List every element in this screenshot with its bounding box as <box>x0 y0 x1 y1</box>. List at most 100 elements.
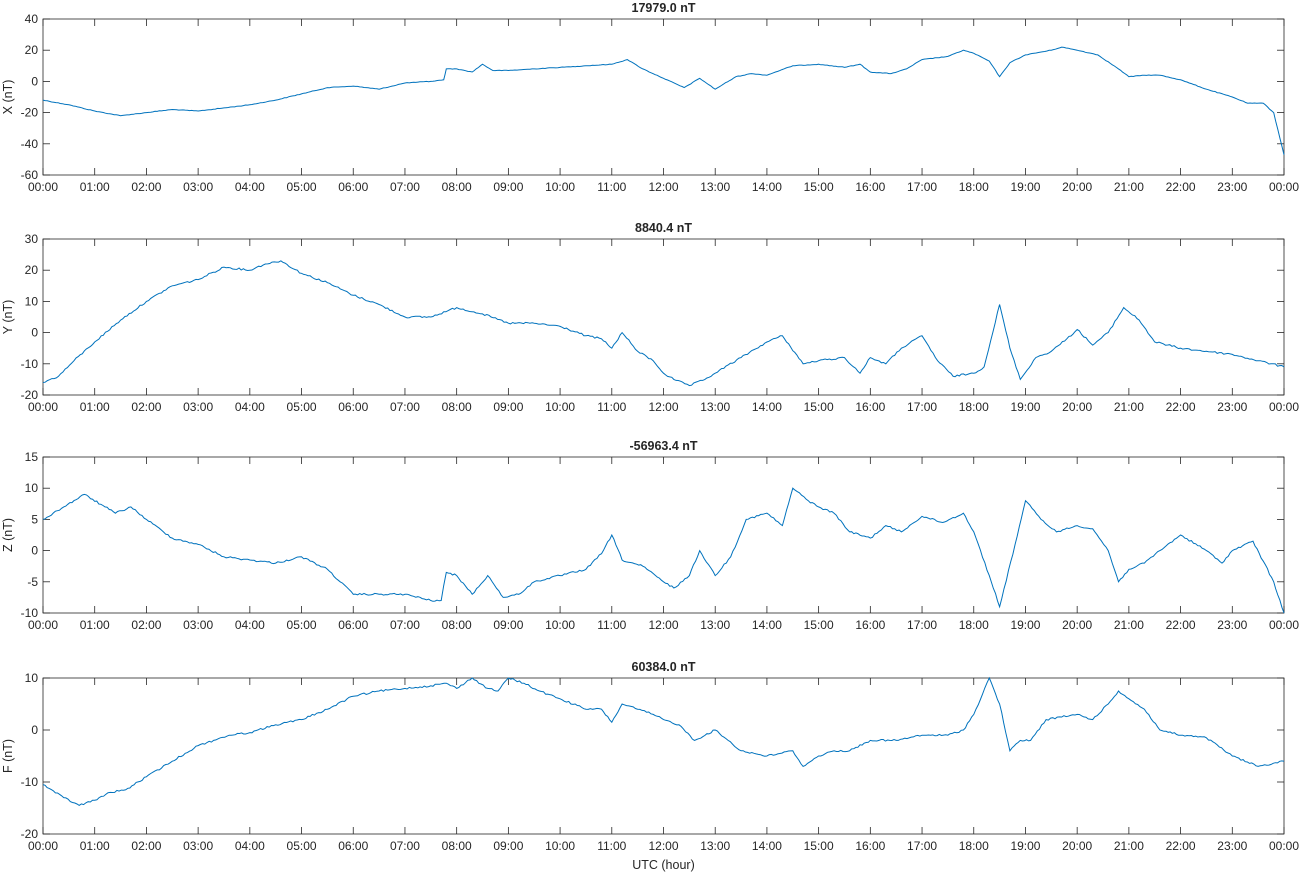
x-tick-label: 19:00 <box>1010 400 1040 414</box>
x-tick-label: 17:00 <box>907 400 937 414</box>
x-tick-label: 08:00 <box>442 618 472 632</box>
x-tick-label: 12:00 <box>648 618 678 632</box>
x-tick-label: 10:00 <box>545 618 575 632</box>
x-tick-label: 07:00 <box>390 400 420 414</box>
x-tick-label: 18:00 <box>959 618 989 632</box>
x-tick-label: 01:00 <box>80 618 110 632</box>
x-tick-label: 01:00 <box>80 400 110 414</box>
x-tick-label: 12:00 <box>648 839 678 853</box>
series-line <box>42 487 1285 614</box>
x-tick-label: 22:00 <box>1166 839 1196 853</box>
y-tick-label: 40 <box>25 12 39 26</box>
y-axis-label: Z (nT) <box>1 518 15 552</box>
x-tick-label: 03:00 <box>183 839 213 853</box>
y-tick-label: -5 <box>27 575 38 589</box>
x-tick-label: 13:00 <box>700 180 730 194</box>
x-tick-label: 11:00 <box>597 618 626 632</box>
y-tick-label: -20 <box>21 827 39 841</box>
y-tick-label: 0 <box>31 723 38 737</box>
x-tick-label: 22:00 <box>1166 400 1196 414</box>
axes-box <box>42 18 1285 176</box>
x-tick-label: 04:00 <box>235 400 265 414</box>
x-tick-label: 21:00 <box>1114 180 1144 194</box>
x-tick-label: 23:00 <box>1217 839 1247 853</box>
y-tick-label: 0 <box>31 74 38 88</box>
x-tick-label: 15:00 <box>804 180 834 194</box>
series-line <box>42 676 1285 806</box>
y-tick-label: -10 <box>21 775 39 789</box>
x-tick-label: 18:00 <box>959 180 989 194</box>
y-tick-label: -40 <box>21 137 39 151</box>
x-tick-label: 06:00 <box>338 400 368 414</box>
x-tick-label: 13:00 <box>700 839 730 853</box>
x-tick-label: 08:00 <box>442 839 472 853</box>
x-tick-label: 12:00 <box>648 400 678 414</box>
panel-2: 00:00 01:00 02:00 03:00 04:00 05:00 06:00 07:00… <box>1 221 1299 414</box>
x-tick-label: 03:00 <box>183 400 213 414</box>
x-tick-label: 08:00 <box>442 180 472 194</box>
x-tick-label: 05:00 <box>287 180 317 194</box>
x-tick-label: 16:00 <box>855 839 885 853</box>
x-tick-label: 23:00 <box>1217 618 1247 632</box>
y-tick-label: -20 <box>21 106 39 120</box>
y-tick-label: 0 <box>31 326 38 340</box>
x-tick-label: 23:00 <box>1217 180 1247 194</box>
y-tick-label: 10 <box>25 671 39 685</box>
x-tick-label: 21:00 <box>1114 400 1144 414</box>
x-tick-label: 00:00 <box>28 180 58 194</box>
y-tick-label: 5 <box>31 512 38 526</box>
x-tick-label: 19:00 <box>1010 839 1040 853</box>
x-tick-label: 20:00 <box>1062 839 1092 853</box>
x-tick-label: 06:00 <box>338 180 368 194</box>
x-tick-label: 19:00 <box>1010 180 1040 194</box>
x-tick-label: 10:00 <box>545 839 575 853</box>
x-tick-label: 15:00 <box>804 839 834 853</box>
axes-box <box>42 677 1285 835</box>
x-tick-label: 12:00 <box>648 180 678 194</box>
x-tick-label: 14:00 <box>752 180 782 194</box>
x-tick-label: 01:00 <box>80 180 110 194</box>
axes-box <box>42 238 1285 396</box>
x-tick-label: 04:00 <box>235 180 265 194</box>
x-tick-label: 21:00 <box>1114 618 1144 632</box>
x-tick-label: 17:00 <box>907 618 937 632</box>
panel-title: 8840.4 nT <box>635 221 692 235</box>
x-tick-label: 02:00 <box>131 400 161 414</box>
x-tick-label: 00:00 <box>1269 400 1299 414</box>
x-tick-label: 16:00 <box>855 180 885 194</box>
x-tick-label: 11:00 <box>597 180 626 194</box>
panel-4: 00:00 01:00 02:00 03:00 04:00 05:00 06:00 07:00… <box>1 660 1299 853</box>
x-tick-label: 22:00 <box>1166 618 1196 632</box>
x-tick-label: 00:00 <box>1269 180 1299 194</box>
x-tick-label: 08:00 <box>442 400 472 414</box>
x-tick-label: 00:00 <box>28 400 58 414</box>
x-tick-label: 20:00 <box>1062 618 1092 632</box>
x-tick-label: 07:00 <box>390 180 420 194</box>
x-tick-label: 23:00 <box>1217 400 1247 414</box>
panel-title: 60384.0 nT <box>632 660 696 674</box>
x-tick-label: 07:00 <box>390 618 420 632</box>
x-tick-label: 09:00 <box>493 618 523 632</box>
y-tick-label: -60 <box>21 168 39 182</box>
x-tick-label: 06:00 <box>338 618 368 632</box>
y-tick-label: 15 <box>25 450 39 464</box>
x-tick-label: 03:00 <box>183 180 213 194</box>
x-tick-label: 20:00 <box>1062 400 1092 414</box>
y-tick-label: 30 <box>25 232 39 246</box>
y-tick-label: 10 <box>25 294 39 308</box>
y-tick-label: 0 <box>31 544 38 558</box>
x-tick-label: 10:00 <box>545 400 575 414</box>
x-tick-label: 05:00 <box>287 839 317 853</box>
x-tick-label: 16:00 <box>855 618 885 632</box>
x-tick-label: 00:00 <box>1269 839 1299 853</box>
x-tick-label: 00:00 <box>28 618 58 632</box>
y-tick-label: 10 <box>25 481 39 495</box>
x-tick-label: 14:00 <box>752 839 782 853</box>
axes-box <box>42 456 1285 614</box>
x-tick-label: 20:00 <box>1062 180 1092 194</box>
x-tick-label: 15:00 <box>804 400 834 414</box>
x-tick-label: 21:00 <box>1114 839 1144 853</box>
x-tick-label: 04:00 <box>235 618 265 632</box>
y-tick-label: -20 <box>21 388 39 402</box>
